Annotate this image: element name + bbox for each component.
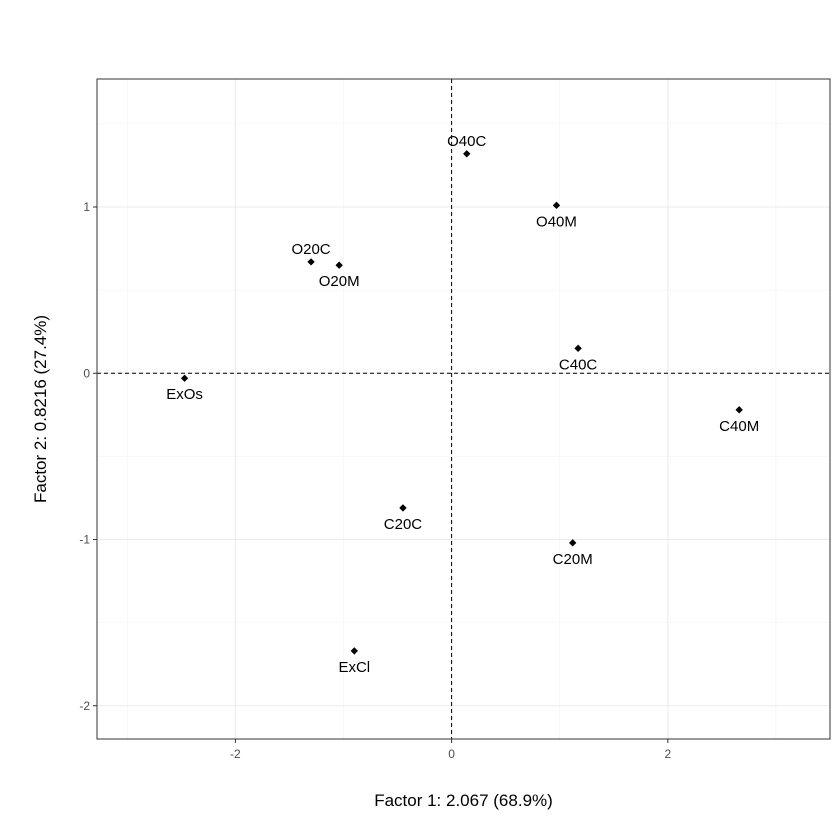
data-point-o40m: O40M [536,201,577,230]
data-point-c40m: C40M [719,406,759,435]
point-marker [735,406,743,414]
point-label: ExOs [166,386,203,403]
point-label: O20M [319,273,360,290]
point-label: O40M [536,213,577,230]
point-label: ExCl [338,659,370,676]
point-label: C40M [719,418,759,435]
data-point-o20c: O20C [291,241,331,266]
point-label: C20C [384,516,423,533]
y-tick-label: -1 [79,533,90,547]
point-marker [574,344,582,352]
data-point-excl: ExCl [338,647,370,676]
x-axis-title: Factor 1: 2.067 (68.9%) [374,791,553,810]
axis-ticks: -2 0 2 -2 -1 0 1 [79,200,671,761]
point-marker [552,201,561,210]
point-label: C40C [559,356,598,373]
x-tick-label: 2 [664,747,671,761]
plot-panel-border [96,78,831,740]
data-point-o20m: O20M [319,261,360,290]
data-point-exos: ExOs [166,374,203,403]
y-tick-label: 0 [83,366,90,380]
point-marker [569,539,577,547]
y-axis-title: Factor 2: 0.8216 (27.4%) [31,315,50,503]
data-point-c20m: C20M [553,539,593,568]
point-marker [350,647,358,655]
point-marker [180,374,189,382]
x-tick-label: 0 [448,747,455,761]
point-marker [399,504,407,512]
point-marker [335,261,343,269]
y-tick-label: 1 [83,200,90,214]
reference-lines [97,79,830,739]
point-label: O40C [447,133,486,150]
point-marker [307,258,315,266]
data-points: O40C O40M O20C O20M C40C ExOs C40M C20C C20M ExCl [166,133,759,676]
data-point-c20c: C20C [384,504,423,533]
y-tick-label: -2 [79,699,90,713]
point-label: C20M [553,551,593,568]
data-point-c40c: C40C [559,344,598,373]
point-label: O20C [291,241,330,258]
x-tick-label: -2 [230,747,241,761]
